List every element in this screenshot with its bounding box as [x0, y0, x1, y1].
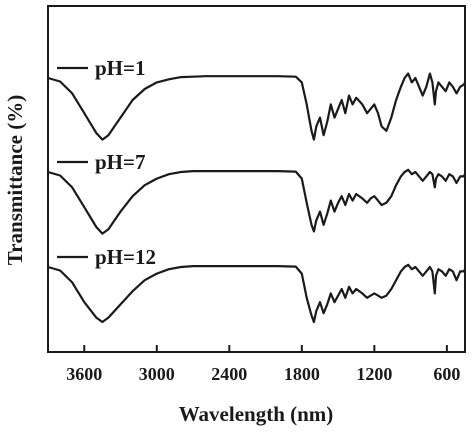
- series-line-1: [46, 72, 467, 141]
- x-tick-label: 3000: [139, 364, 175, 384]
- x-axis-label: Wavelength (nm): [179, 402, 334, 426]
- x-tick-label: 600: [433, 364, 460, 384]
- x-ticks: 3600 3000 2400 1800 1200 600: [66, 345, 460, 384]
- series-label: pH=7: [95, 150, 145, 174]
- x-tick-label: 3600: [66, 364, 102, 384]
- series-line-3: [46, 263, 467, 324]
- x-tick-label: 1200: [356, 364, 392, 384]
- series-line-2: [46, 168, 467, 235]
- series-group: [46, 72, 467, 324]
- series-label: pH=1: [95, 56, 145, 80]
- series-labels: pH=1 pH=7 pH=12: [57, 56, 156, 269]
- series-label: pH=12: [95, 245, 156, 269]
- plot-frame: [47, 5, 466, 353]
- y-axis-label: Transmittance (%): [3, 95, 27, 266]
- x-tick-label: 1800: [284, 364, 320, 384]
- x-tick-label: 2400: [211, 364, 247, 384]
